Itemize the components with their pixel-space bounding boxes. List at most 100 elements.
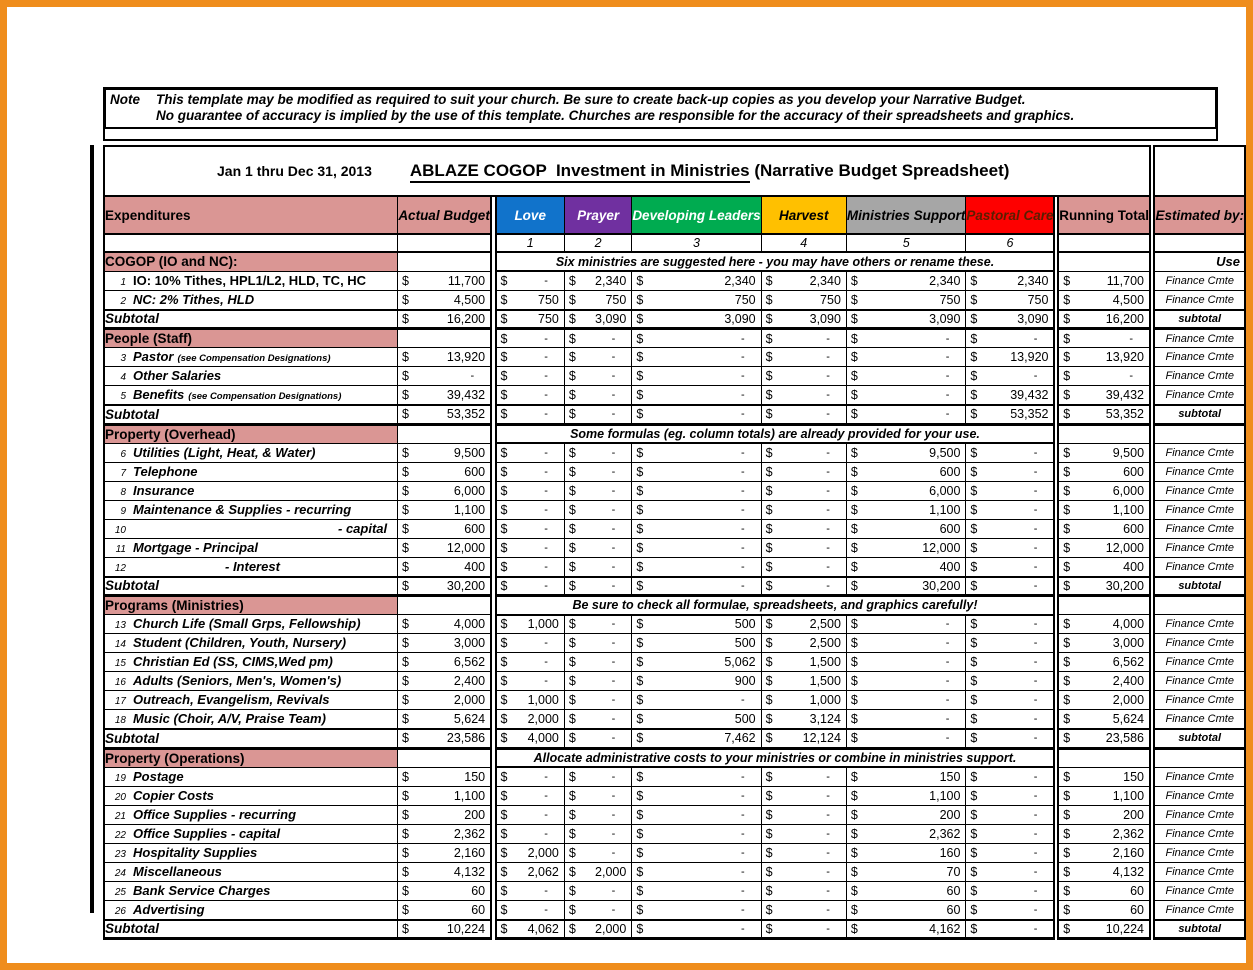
period-label: Jan 1 thru Dec 31, 2013	[217, 163, 372, 179]
currency-symbol: $	[970, 464, 978, 479]
estimated-by-cell: Finance Cmte	[1153, 899, 1246, 920]
column-gap	[491, 443, 496, 462]
currency-symbol: $	[402, 369, 409, 383]
cell-amount: 600	[1123, 521, 1145, 536]
currency-symbol: $	[568, 883, 576, 898]
cell-amount: 2,340	[724, 273, 756, 288]
currency-symbol: $	[636, 311, 644, 326]
cell-amount: -	[544, 351, 548, 363]
ministry-value-cell: $ -	[760, 461, 847, 482]
cell-amount: -	[826, 827, 830, 840]
ministry-value-cell: $ -	[760, 861, 847, 882]
expenditure-label: Advertising	[133, 901, 205, 917]
subtotal-estimated-cell: subtotal	[1153, 404, 1246, 426]
ministry-value-cell: $ -	[965, 823, 1056, 844]
column-gap	[1150, 786, 1155, 805]
subtotal-ministry-cell: $3,090	[965, 308, 1056, 330]
column-gap	[1054, 767, 1059, 786]
currency-symbol: $	[402, 350, 409, 364]
cell-amount: -	[1033, 903, 1038, 916]
expenditure-label-cell: 6 Utilities (Light, Heat, & Water)	[103, 442, 399, 463]
currency-symbol: $	[636, 502, 644, 517]
currency-symbol: $	[402, 712, 409, 726]
ministry-value-cell: $ -	[494, 823, 565, 844]
currency-symbol: $	[500, 540, 508, 555]
actual-budget-cell: $2,400	[397, 671, 493, 691]
currency-symbol: $	[765, 483, 773, 498]
actual-budget-cell: $4,000	[397, 614, 493, 634]
cell-amount: 150	[939, 769, 961, 784]
ministry-value-cell: $ -	[494, 899, 565, 920]
column-gap	[491, 252, 496, 271]
ministry-value-cell: $750	[494, 289, 565, 310]
column-gap	[491, 824, 496, 843]
cell-amount: 600	[939, 521, 961, 536]
currency-symbol: $	[765, 578, 773, 593]
expenditure-label: Church Life (Small Grps, Fellowship)	[133, 616, 361, 631]
currency-symbol: $	[500, 921, 508, 936]
cell-amount: -	[611, 332, 616, 345]
cell-amount: -	[1033, 808, 1038, 821]
cell-amount: 1,500	[809, 655, 841, 669]
currency-symbol: $	[1063, 921, 1071, 936]
row-number: 7	[120, 467, 126, 479]
currency-symbol: $	[500, 845, 508, 860]
table-row: 22 Office Supplies - capital $2,362 $ - $ - $ - $…	[103, 823, 1246, 844]
estimated-by-cell: Use	[1153, 251, 1246, 272]
currency-symbol: $	[970, 807, 978, 822]
subtotal-ministry-cell: $3,090	[563, 308, 633, 330]
cell-amount: 30,200	[922, 578, 961, 593]
cell-amount: 60	[946, 902, 961, 917]
ministry-value-cell: $ -	[563, 461, 633, 482]
currency-symbol: $	[1063, 350, 1071, 364]
cell-amount: 2,160	[453, 845, 486, 860]
row-number: 21	[114, 810, 126, 822]
subtotal-ministry-cell: $ -	[631, 575, 762, 597]
estimated-by-cell	[1153, 423, 1246, 444]
column-gap	[491, 786, 496, 805]
cell-amount: -	[740, 465, 745, 478]
cell-amount: -	[740, 808, 745, 821]
currency-symbol: $	[500, 864, 508, 879]
column-gap	[1054, 271, 1059, 290]
subtotal-running-cell: $53,352	[1057, 404, 1152, 426]
expenditure-label-cell: 20 Copier Costs	[103, 785, 399, 806]
cell-amount: -	[945, 618, 950, 631]
currency-symbol: $	[850, 845, 858, 860]
ministry-value-cell: $ -	[494, 766, 565, 787]
column-gap	[1054, 614, 1059, 634]
currency-symbol: $	[568, 540, 576, 555]
ministry-number-cell: 3	[631, 233, 762, 253]
subtotal-actual-cell: $30,200	[397, 575, 493, 597]
currency-symbol: $	[970, 388, 978, 402]
cell-amount: 3,090	[809, 311, 841, 326]
currency-symbol: $	[500, 407, 508, 422]
ministry-value-cell: $ -	[563, 880, 633, 901]
subtotal-running-cell: $10,224	[1057, 918, 1152, 940]
ministry-value-cell: $2,500	[760, 633, 847, 653]
ministry-value-cell: $ -	[631, 385, 762, 406]
ministry-value-cell: $2,000	[494, 842, 565, 863]
column-gap	[491, 633, 496, 653]
currency-symbol: $	[1063, 311, 1071, 326]
currency-symbol: $	[970, 483, 978, 498]
table-row: 23 Hospitality Supplies $2,160 $2,000 $ - $ - $ -…	[103, 842, 1246, 863]
spacer-row	[103, 127, 1218, 141]
cell-amount: -	[544, 522, 548, 535]
expenditure-label-cell: 18 Music (Choir, A/V, Praise Team)	[103, 709, 399, 730]
currency-symbol: $	[970, 578, 978, 593]
section-actual-cell	[397, 327, 493, 348]
cell-amount: -	[826, 541, 830, 554]
blank-cell	[1057, 233, 1152, 253]
currency-symbol: $	[850, 350, 858, 364]
subtotal-ministry-cell: $12,124	[760, 728, 847, 750]
currency-symbol: $	[970, 617, 978, 632]
column-gap	[491, 196, 496, 234]
column-gap	[491, 576, 496, 596]
currency-symbol: $	[568, 807, 576, 822]
currency-symbol: $	[850, 445, 858, 460]
cell-amount: 7,462	[724, 731, 756, 746]
cell-amount: -	[1033, 827, 1038, 840]
cell-amount: -	[544, 446, 548, 459]
